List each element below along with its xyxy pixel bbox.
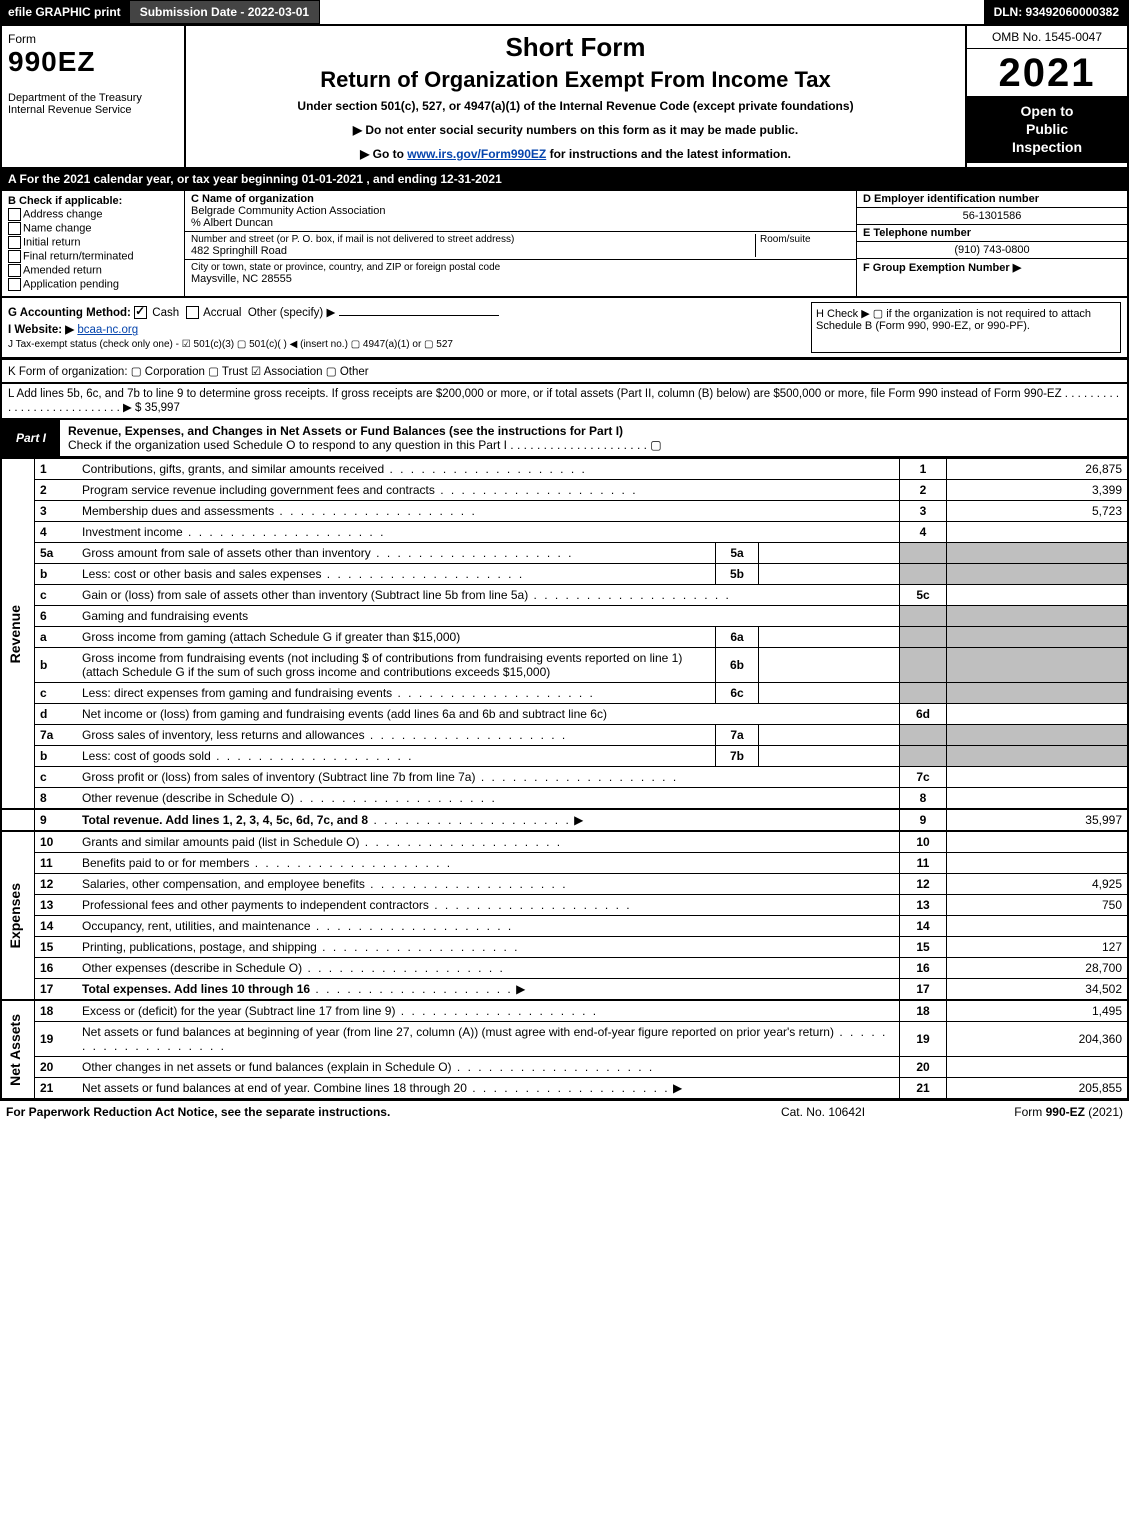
netassets-label: Net Assets — [7, 1014, 23, 1086]
part1-tab: Part I — [2, 420, 60, 456]
line-l: L Add lines 5b, 6c, and 7b to line 9 to … — [0, 384, 1129, 420]
header-right: OMB No. 1545-0047 2021 Open to Public In… — [965, 26, 1127, 167]
group-exemption-label: F Group Exemption Number ▶ — [863, 262, 1021, 274]
city-label: City or town, state or province, country… — [191, 262, 850, 273]
section-bcd: B Check if applicable: Address change Na… — [0, 191, 1129, 298]
instr2-post: for instructions and the latest informat… — [546, 147, 791, 161]
street-address: 482 Springhill Road — [191, 245, 755, 257]
instruction-1: ▶ Do not enter social security numbers o… — [192, 123, 959, 137]
submission-date: Submission Date - 2022-03-01 — [129, 0, 320, 24]
g-label: G Accounting Method: — [8, 307, 131, 319]
tel-label: E Telephone number — [863, 227, 971, 239]
inspection-label: Open to Public Inspection — [967, 96, 1127, 163]
care-of: % Albert Duncan — [191, 217, 850, 229]
section-a: A For the 2021 calendar year, or tax yea… — [0, 167, 1129, 191]
irs-link[interactable]: www.irs.gov/Form990EZ — [407, 147, 546, 161]
org-name: Belgrade Community Action Association — [191, 205, 850, 217]
opt-initial-return[interactable]: Initial return — [8, 236, 178, 249]
room-label: Room/suite — [760, 234, 850, 245]
header-left: Form 990EZ Department of the Treasury In… — [2, 26, 186, 167]
line-i: I Website: ▶ bcaa-nc.org — [8, 322, 811, 336]
omb-number: OMB No. 1545-0047 — [967, 26, 1127, 49]
instruction-2: ▶ Go to www.irs.gov/Form990EZ for instru… — [192, 147, 959, 161]
form-header: Form 990EZ Department of the Treasury In… — [0, 24, 1129, 167]
instr2-pre: ▶ Go to — [360, 147, 407, 161]
ein-label: D Employer identification number — [863, 193, 1039, 205]
opt-address-change[interactable]: Address change — [8, 208, 178, 221]
website-label: I Website: ▶ — [8, 324, 74, 336]
form-word: Form — [8, 32, 178, 46]
part1-title-block: Revenue, Expenses, and Changes in Net As… — [60, 420, 1127, 456]
footer-catno: Cat. No. 10642I — [723, 1105, 923, 1119]
part1-title: Revenue, Expenses, and Changes in Net As… — [68, 424, 623, 438]
tel-value: (910) 743-0800 — [857, 242, 1127, 259]
efile-label[interactable]: efile GRAPHIC print — [0, 0, 129, 24]
street-label: Number and street (or P. O. box, if mail… — [191, 234, 755, 245]
opt-name-change[interactable]: Name change — [8, 222, 178, 235]
opt-final-return[interactable]: Final return/terminated — [8, 250, 178, 263]
dln-label: DLN: 93492060000382 — [984, 0, 1129, 24]
line-k: K Form of organization: ▢ Corporation ▢ … — [0, 359, 1129, 384]
footer-formref: Form 990-EZ (2021) — [923, 1105, 1123, 1119]
tax-year: 2021 — [967, 49, 1127, 96]
form-number: 990EZ — [8, 46, 178, 78]
part1-subtitle: Check if the organization used Schedule … — [68, 438, 662, 452]
section-ghij: G Accounting Method: Cash Accrual Other … — [0, 298, 1129, 359]
part1-header: Part I Revenue, Expenses, and Changes in… — [0, 420, 1129, 458]
department-label: Department of the Treasury Internal Reve… — [8, 92, 178, 116]
expenses-label: Expenses — [7, 883, 23, 948]
l-amount: 35,997 — [145, 402, 180, 414]
b-header: B Check if applicable: — [8, 195, 122, 207]
cash-checkbox[interactable] — [134, 306, 147, 319]
page-footer: For Paperwork Reduction Act Notice, see … — [0, 1100, 1129, 1123]
website-link[interactable]: bcaa-nc.org — [77, 324, 138, 336]
footer-paperwork: For Paperwork Reduction Act Notice, see … — [6, 1105, 723, 1119]
city-state-zip: Maysville, NC 28555 — [191, 273, 850, 285]
line-j: J Tax-exempt status (check only one) - ☑… — [8, 339, 811, 350]
part1-table: Revenue 1 Contributions, gifts, grants, … — [0, 458, 1129, 1100]
header-middle: Short Form Return of Organization Exempt… — [186, 26, 965, 167]
section-def: D Employer identification number 56-1301… — [856, 191, 1127, 296]
accrual-checkbox[interactable] — [186, 306, 199, 319]
opt-application-pending[interactable]: Application pending — [8, 278, 178, 291]
section-b: B Check if applicable: Address change Na… — [2, 191, 185, 296]
revenue-label: Revenue — [7, 605, 23, 663]
form-title: Return of Organization Exempt From Incom… — [192, 67, 959, 93]
form-subtitle: Under section 501(c), 527, or 4947(a)(1)… — [192, 99, 959, 113]
section-c: C Name of organization Belgrade Communit… — [185, 191, 856, 296]
short-form-title: Short Form — [192, 32, 959, 63]
line-h: H Check ▶ ▢ if the organization is not r… — [811, 302, 1121, 353]
top-bar: efile GRAPHIC print Submission Date - 20… — [0, 0, 1129, 24]
c-name-label: C Name of organization — [191, 193, 314, 205]
line-g: G Accounting Method: Cash Accrual Other … — [8, 305, 811, 319]
ein-value: 56-1301586 — [857, 208, 1127, 225]
opt-amended-return[interactable]: Amended return — [8, 264, 178, 277]
